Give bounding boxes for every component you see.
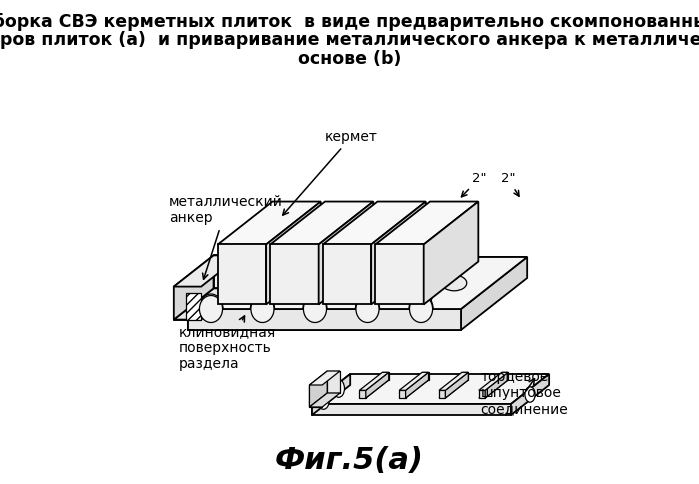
Polygon shape — [174, 288, 241, 319]
Ellipse shape — [410, 297, 431, 321]
Ellipse shape — [356, 296, 379, 322]
Polygon shape — [371, 201, 426, 304]
Polygon shape — [187, 293, 201, 319]
Polygon shape — [359, 390, 366, 398]
Polygon shape — [218, 244, 266, 304]
Polygon shape — [479, 380, 508, 398]
Ellipse shape — [251, 276, 274, 309]
Ellipse shape — [356, 276, 379, 309]
Polygon shape — [375, 201, 478, 244]
Polygon shape — [479, 390, 485, 398]
Polygon shape — [323, 244, 371, 304]
Polygon shape — [213, 256, 241, 288]
Ellipse shape — [318, 392, 329, 409]
Text: Фиг.5(а): Фиг.5(а) — [275, 446, 424, 475]
Ellipse shape — [252, 297, 273, 321]
Polygon shape — [218, 201, 321, 244]
Polygon shape — [174, 287, 201, 319]
Polygon shape — [188, 309, 461, 330]
Ellipse shape — [442, 275, 467, 291]
Polygon shape — [445, 372, 468, 398]
Polygon shape — [462, 372, 468, 380]
Ellipse shape — [231, 275, 257, 291]
Polygon shape — [502, 372, 508, 380]
Ellipse shape — [525, 387, 535, 402]
Polygon shape — [422, 372, 428, 380]
Ellipse shape — [199, 296, 222, 322]
Ellipse shape — [388, 275, 413, 291]
Polygon shape — [439, 372, 468, 390]
Polygon shape — [310, 385, 322, 407]
Polygon shape — [271, 201, 373, 244]
Polygon shape — [312, 404, 511, 415]
Polygon shape — [310, 393, 340, 407]
Polygon shape — [461, 257, 527, 330]
Ellipse shape — [410, 276, 433, 309]
Polygon shape — [188, 309, 461, 330]
Text: основе (b): основе (b) — [298, 50, 401, 68]
Text: клиновидная
поверхность
раздела: клиновидная поверхность раздела — [178, 316, 275, 371]
Polygon shape — [188, 257, 254, 330]
Polygon shape — [399, 372, 428, 390]
Polygon shape — [323, 201, 426, 244]
Polygon shape — [405, 372, 428, 398]
Text: металлический
анкер: металлический анкер — [168, 195, 282, 279]
Polygon shape — [399, 380, 428, 398]
Text: 2": 2" — [500, 171, 519, 196]
Polygon shape — [424, 201, 478, 304]
Polygon shape — [479, 372, 508, 390]
Polygon shape — [312, 374, 350, 415]
Polygon shape — [511, 374, 549, 415]
Ellipse shape — [357, 297, 378, 321]
Polygon shape — [485, 372, 508, 398]
Polygon shape — [359, 372, 389, 390]
Polygon shape — [188, 257, 527, 309]
Polygon shape — [174, 256, 241, 287]
Ellipse shape — [303, 296, 326, 322]
Polygon shape — [271, 244, 319, 304]
Text: наборов плиток (а)  и приваривание металлического анкера к металлической: наборов плиток (а) и приваривание металл… — [0, 31, 699, 49]
Ellipse shape — [283, 275, 308, 291]
Text: торцевое
шпунтовое
соединение: торцевое шпунтовое соединение — [481, 370, 568, 416]
Ellipse shape — [305, 297, 326, 321]
Ellipse shape — [251, 296, 274, 322]
Ellipse shape — [333, 380, 345, 397]
Polygon shape — [382, 372, 389, 380]
Polygon shape — [312, 374, 549, 404]
Polygon shape — [319, 201, 373, 304]
Text: Сборка СВЭ керметных плиток  в виде предварительно скомпонованных: Сборка СВЭ керметных плиток в виде предв… — [0, 13, 699, 31]
Polygon shape — [399, 390, 405, 398]
Polygon shape — [310, 371, 340, 385]
Polygon shape — [359, 380, 389, 398]
Polygon shape — [375, 244, 424, 304]
Ellipse shape — [336, 275, 361, 291]
Polygon shape — [310, 371, 327, 407]
Text: 2": 2" — [461, 171, 487, 197]
Ellipse shape — [201, 297, 222, 321]
Polygon shape — [327, 371, 340, 393]
Ellipse shape — [410, 296, 433, 322]
Ellipse shape — [303, 276, 326, 309]
Ellipse shape — [199, 276, 222, 309]
Polygon shape — [174, 256, 213, 319]
Polygon shape — [439, 390, 445, 398]
Polygon shape — [266, 201, 321, 304]
Text: кермет: кермет — [283, 130, 377, 215]
Polygon shape — [439, 380, 468, 398]
Polygon shape — [366, 372, 389, 398]
Polygon shape — [188, 257, 527, 309]
